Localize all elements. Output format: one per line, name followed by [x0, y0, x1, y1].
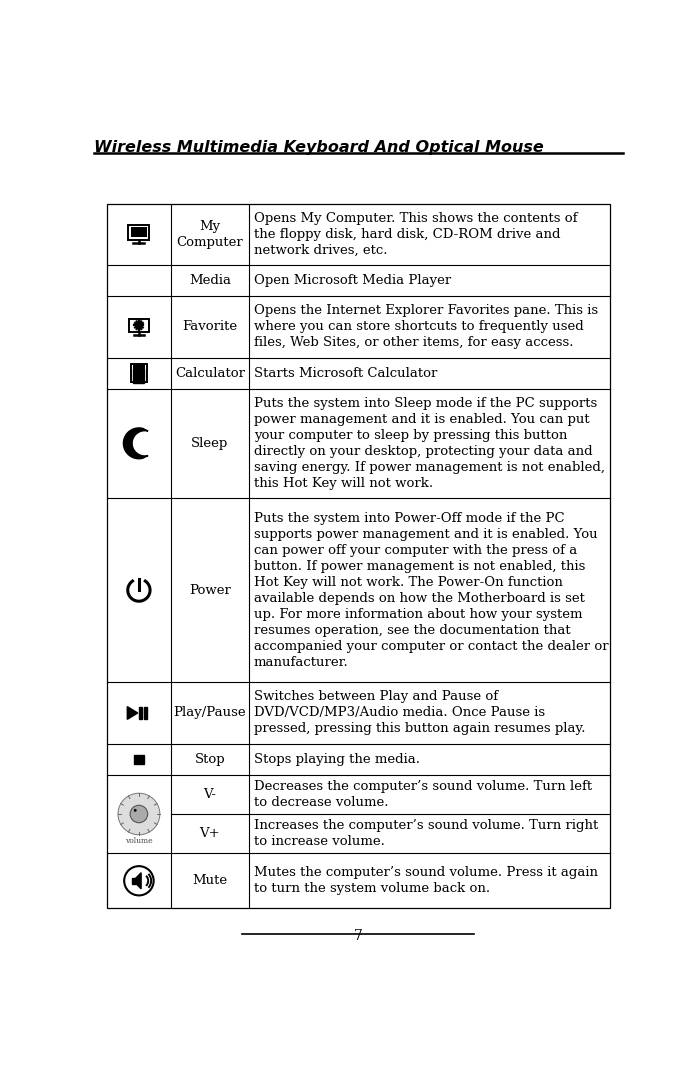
Text: Calculator: Calculator	[175, 366, 245, 379]
Bar	[131, 364, 147, 382]
Bar	[129, 224, 150, 240]
Circle shape	[130, 805, 147, 822]
Polygon shape	[136, 873, 141, 889]
Text: Stops playing the media.: Stops playing the media.	[254, 753, 420, 766]
Text: Opens the Internet Explorer Favorites pane. This is
where you can store shortcut: Opens the Internet Explorer Favorites pa…	[254, 304, 598, 349]
Bar	[141, 376, 145, 379]
Circle shape	[134, 808, 137, 812]
Text: Favorite: Favorite	[182, 320, 238, 333]
Text: Increases the computer’s sound volume. Turn right
to increase volume.: Increases the computer’s sound volume. T…	[254, 819, 598, 848]
Bar	[144, 707, 147, 720]
Text: V+: V+	[199, 828, 220, 841]
Bar	[134, 376, 137, 379]
Text: Starts Microsoft Calculator: Starts Microsoft Calculator	[254, 366, 438, 379]
Bar	[132, 878, 136, 883]
Text: Decreases the computer’s sound volume. Turn left
to decrease volume.: Decreases the computer’s sound volume. T…	[254, 780, 592, 808]
Text: Sleep: Sleep	[192, 437, 229, 450]
Bar	[133, 365, 145, 370]
Bar	[141, 368, 145, 372]
Text: 7: 7	[354, 929, 363, 943]
Text: Puts the system into Power-Off mode if the PC
supports power management and it i: Puts the system into Power-Off mode if t…	[254, 512, 609, 669]
Polygon shape	[127, 707, 138, 720]
Text: V-: V-	[203, 788, 216, 801]
Bar	[139, 707, 142, 720]
Text: volume: volume	[125, 837, 152, 845]
Bar	[134, 368, 137, 372]
Bar	[141, 379, 145, 382]
Bar	[134, 373, 137, 376]
Text: My
Computer: My Computer	[176, 220, 243, 249]
Text: Stop: Stop	[194, 753, 225, 766]
Text: Mutes the computer’s sound volume. Press it again
to turn the system volume back: Mutes the computer’s sound volume. Press…	[254, 866, 598, 895]
Text: Media: Media	[189, 274, 231, 287]
Bar	[129, 318, 149, 332]
Bar	[134, 755, 143, 764]
Text: Puts the system into Sleep mode if the PC supports
power management and it is en: Puts the system into Sleep mode if the P…	[254, 397, 605, 490]
Bar	[141, 373, 145, 376]
Bar	[137, 368, 140, 372]
Polygon shape	[124, 428, 148, 459]
Text: Play/Pause: Play/Pause	[173, 707, 246, 720]
Text: Opens My Computer. This shows the contents of
the floppy disk, hard disk, CD-ROM: Opens My Computer. This shows the conten…	[254, 211, 577, 257]
Bar	[134, 379, 137, 382]
Text: Power: Power	[189, 583, 231, 597]
Bar	[137, 373, 140, 376]
Text: Mute: Mute	[192, 875, 227, 888]
Text: Wireless Multimedia Keyboard And Optical Mouse: Wireless Multimedia Keyboard And Optical…	[94, 141, 543, 156]
Text: Open Microsoft Media Player: Open Microsoft Media Player	[254, 274, 452, 287]
Text: Switches between Play and Pause of
DVD/VCD/MP3/Audio media. Once Pause is
presse: Switches between Play and Pause of DVD/V…	[254, 691, 586, 736]
Bar	[131, 226, 147, 237]
Bar	[137, 376, 140, 379]
Bar	[107, 204, 610, 908]
Bar	[137, 379, 140, 382]
Circle shape	[118, 794, 160, 835]
